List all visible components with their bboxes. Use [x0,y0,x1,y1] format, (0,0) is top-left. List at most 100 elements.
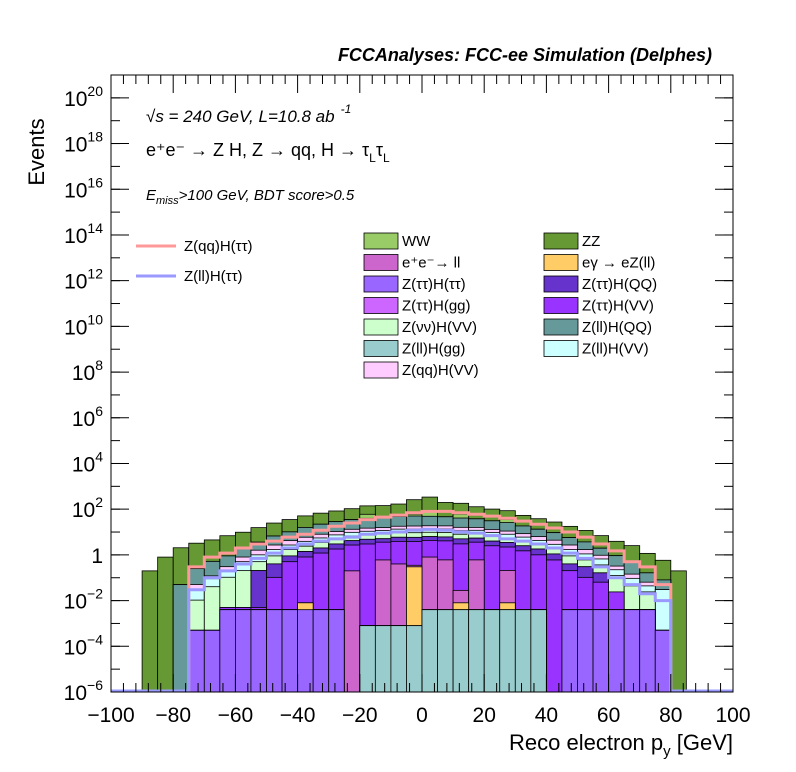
y-tick-label: 1 [91,545,103,568]
y-tick-label: 102 [72,494,103,522]
annotation-process: e⁺e⁻ → Z H, Z → qq, H → τLτL [146,140,390,165]
legend-label: Z(ll)H(QQ) [582,319,652,336]
legend-swatch [543,254,579,271]
annotation-energy: √s = 240 GeV, L=10.8 ab -1 [146,102,351,126]
bar [654,629,672,693]
bar [468,609,485,693]
bar [297,609,314,693]
x-axis-label-main: Reco electron p [509,730,663,755]
legend-swatch [543,275,579,293]
bar [561,609,578,693]
signal-line-z-ll-h- [111,527,733,693]
bar [530,609,547,693]
y-tick-label: 10−4 [64,631,104,659]
bar [203,629,221,693]
legend-swatch [363,232,399,250]
legend-label: Z(ll)H(VV) [582,341,649,358]
bar [374,625,392,693]
legend-label: eγ → eZ(ll) [582,255,655,272]
bar [219,609,236,693]
legend-swatch [363,318,399,336]
annotation-cut: Emiss>100 GeV, BDT score>0.5 [146,187,355,207]
bar [452,609,470,693]
legend-swatch [363,297,399,314]
bar [546,559,563,693]
x-axis-label-unit: [GeV] [671,730,733,755]
y-tick-label: 1012 [64,266,103,294]
x-tick-label: 80 [659,704,682,727]
bar [172,584,190,693]
x-tick-label: −60 [218,704,254,727]
legend-label: WW [402,233,431,250]
bar [577,609,594,693]
legend-label: Z(ll)H(ττ) [184,268,243,285]
bar [390,625,407,693]
x-axis-label-sub: y [663,743,671,760]
bar [421,609,438,693]
bar [608,609,625,693]
y-tick-label: 104 [72,448,103,476]
bar [266,609,283,693]
bar [188,629,205,693]
legend-label: Z(ll)H(gg) [402,341,465,358]
x-tick-label: 20 [473,704,496,727]
bar [281,609,298,693]
y-axis-label: Events [24,118,49,185]
y-tick-label: 1014 [64,220,103,248]
x-tick-label: 0 [416,704,428,727]
y-tick-label: 10−6 [64,677,104,705]
bar [343,570,361,693]
bar [141,570,159,693]
bar [639,609,656,693]
x-tick-label: −100 [87,704,134,727]
legend-swatch [363,340,399,357]
series-z-ll-h-gg- [359,609,547,693]
y-tick-label: 106 [72,403,103,431]
bar [157,556,174,693]
x-tick-label: −20 [342,704,378,727]
y-tick-label: 1018 [64,129,103,157]
chart-title: FCCAnalyses: FCC-ee Simulation (Delphes) [338,45,712,65]
x-axis-label: Reco electron py [GeV] [509,730,733,760]
legend-label: Z(ττ)H(gg) [402,298,471,315]
x-tick-label: 40 [535,704,558,727]
bar [328,609,345,693]
signal-line-z-qq-h- [111,509,733,693]
bar [234,609,252,693]
y-tick-label: 1010 [64,311,103,339]
bar [623,609,641,693]
legend-backgrounds: WW ZZ e⁺e⁻→ ll eγ → eZ(ll) Z(ττ)H(ττ) Z(ττ)H(… [363,232,657,379]
x-tick-label: 60 [597,704,620,727]
legend-label: Z(νν)H(VV) [402,319,477,336]
bar [514,609,532,693]
bar [437,609,454,693]
bar [406,625,423,693]
legend-label: e⁺e⁻→ ll [402,255,460,272]
x-tick-label: −40 [280,704,316,727]
plot-area [111,496,733,693]
legend-swatch [363,254,399,271]
bar [483,609,501,693]
legend-label: Z(ττ)H(VV) [582,298,654,315]
legend-signals: Z(qq)H(ττ) Z(ll)H(ττ) [136,238,253,285]
bar [359,625,376,693]
y-tick-label: 1016 [64,174,103,202]
x-tick-label: −80 [155,704,191,727]
bar [592,609,609,693]
y-tick-label: 1020 [64,83,103,111]
y-tick-label: 10−2 [64,586,104,614]
bar [499,609,516,693]
legend-swatch [363,361,399,379]
legend-swatch [543,318,579,336]
legend-label: Z(qq)H(ττ) [184,238,253,255]
legend-swatch [543,232,579,250]
legend-label: Z(ττ)H(ττ) [402,276,466,293]
y-tick-label: 108 [72,357,103,385]
legend-label: ZZ [582,233,600,250]
legend-label: Z(qq)H(VV) [402,362,479,379]
legend-label: Z(ττ)H(QQ) [582,276,657,293]
legend-swatch [543,297,579,314]
x-tick-label: 100 [715,704,750,727]
legend-swatch [363,275,399,293]
